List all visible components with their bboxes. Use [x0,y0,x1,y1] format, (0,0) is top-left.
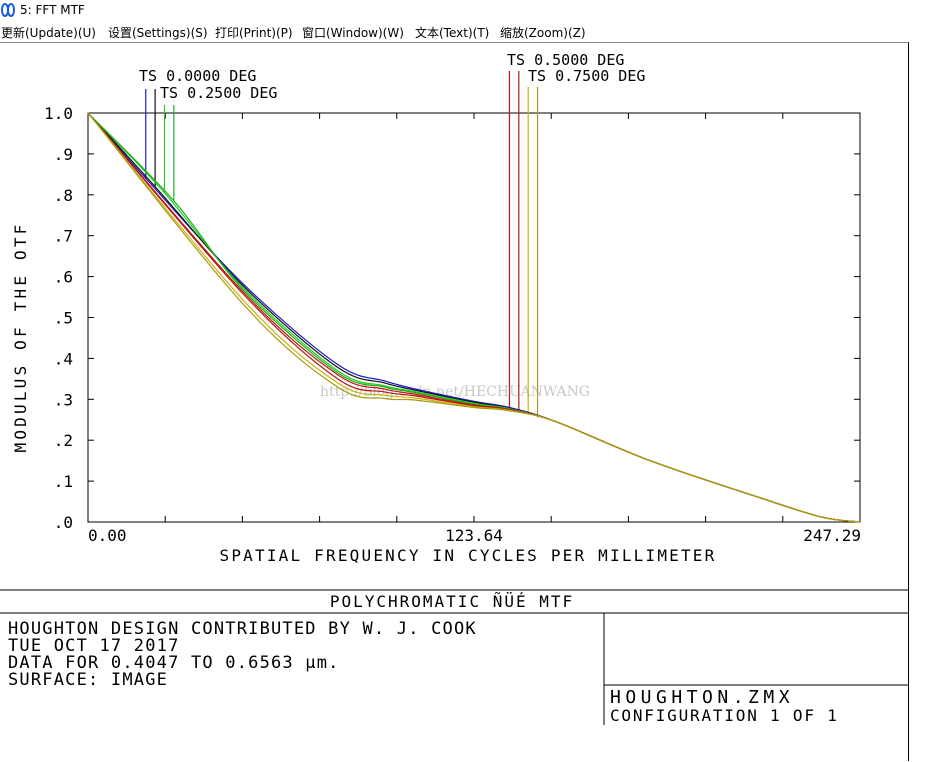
x-tick-label-min: 0.00 [88,526,127,545]
mtf-curve-6 [87,112,861,523]
legend-label-ts-075: TS 0.7500 DEG [528,67,645,85]
menu-text[interactable]: 文本(Text)(T) [415,26,490,40]
y-tick-label: .5 [54,309,73,328]
x-axis-ticks [87,113,861,522]
mtf-curve-0 [87,112,861,523]
footer-line-wavelength: DATA FOR 0.4047 TO 0.6563 μm. [8,653,340,673]
footer-file-name: HOUGHTON.ZMX [610,687,794,708]
y-axis-ticks [88,112,860,523]
menu-window[interactable]: 窗口(Window)(W) [302,26,404,40]
menu-update[interactable]: 更新(Update)(U) [1,26,96,40]
menu-zoom[interactable]: 缩放(Zoom)(Z) [500,26,586,40]
mtf-curve-5 [87,112,861,523]
y-tick-label: .9 [54,145,73,164]
x-tick-label-max: 247.29 [803,526,861,545]
y-tick-label: .8 [54,186,73,205]
y-tick-label: .7 [54,227,73,246]
menu-settings[interactable]: 设置(Settings)(S) [108,26,208,40]
y-tick-label: 1.0 [44,104,73,123]
footer-line-date: TUE OCT 17 2017 [8,636,180,656]
x-tick-label-mid: 123.64 [445,526,503,545]
legend-label-ts-025: TS 0.2500 DEG [160,84,277,102]
plot-frame [87,112,861,523]
y-tick-label: .6 [54,268,73,287]
legend-label-ts-05: TS 0.5000 DEG [507,51,624,69]
legend-label-ts-0: TS 0.0000 DEG [139,67,256,85]
y-tick-label: .4 [54,349,73,368]
field-marker-lines [145,71,539,418]
title-bar: 5: FFT MTF [0,0,947,21]
menu-print[interactable]: 打印(Print)(P) [215,26,293,40]
mtf-chart: http://blog.csdn.net/HECHUANWANG .0.1.2.… [0,51,909,725]
mtf-curve-2 [87,112,861,523]
menu-bar: 更新(Update)(U) 设置(Settings)(S) 打印(Print)(… [0,21,947,42]
y-tick-label: .2 [54,431,73,450]
mtf-curve-4 [87,112,861,523]
y-tick-label: .0 [54,513,73,532]
y-tick-label: .3 [54,390,73,409]
y-axis-tick-labels: .0 .1 .2 .3 .4 .5 .6 .7 .8 .9 1.0 [44,104,73,532]
mtf-curve-3 [87,112,861,523]
x-axis-label: SPATIAL FREQUENCY IN CYCLES PER MILLIMET… [220,546,717,565]
mtf-curve-7 [87,112,861,523]
mtf-curves [87,112,861,523]
mtf-curve-1 [87,112,861,523]
y-axis-label: MODULUS OF THE OTF [11,222,30,453]
mtf-plot-window[interactable]: http://blog.csdn.net/HECHUANWANG .0.1.2.… [0,42,909,761]
footer-configuration: CONFIGURATION 1 OF 1 [610,706,839,725]
y-tick-label: .1 [54,472,73,491]
zemax-app-icon [1,3,15,17]
footer-line-surface: SURFACE: IMAGE [8,670,168,690]
footer-title: POLYCHROMATIC ÑÜÉ MTF [330,592,574,611]
window-title: 5: FFT MTF [20,3,85,17]
footer-line-design: HOUGHTON DESIGN CONTRIBUTED BY W. J. COO… [8,619,477,639]
